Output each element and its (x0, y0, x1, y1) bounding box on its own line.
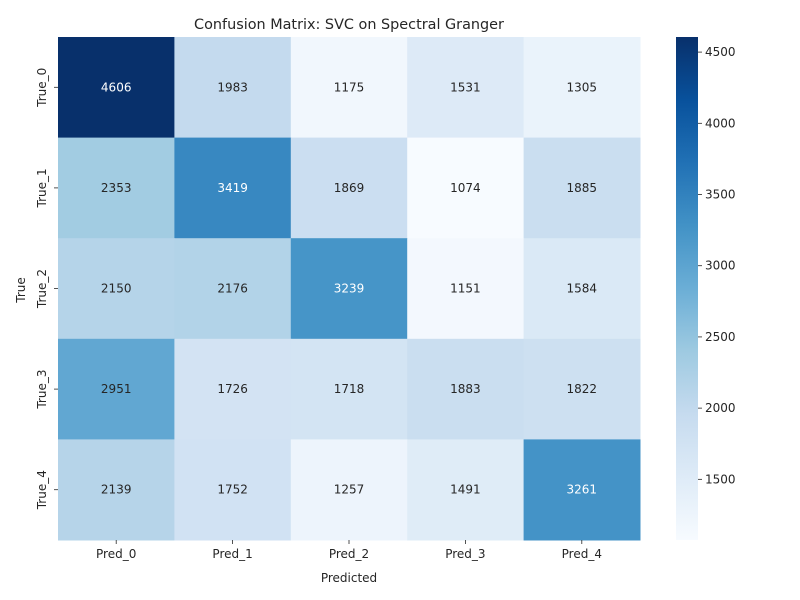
heatmap-cell (407, 338, 525, 440)
cell-value-label: 1718 (334, 382, 365, 396)
colorbar-tick-label: 4000 (705, 116, 736, 130)
colorbar-tick-label: 4500 (705, 45, 736, 59)
heatmap-cell (290, 439, 408, 541)
heatmap-cell (523, 37, 641, 139)
y-axis-label: True (14, 277, 28, 304)
x-axis-label: Predicted (321, 571, 377, 585)
colorbar-tick-label: 3500 (705, 188, 736, 202)
heatmap-cell (58, 439, 175, 541)
colorbar: 1500 2000 2500 3000 3500 4000 4500 (676, 37, 736, 540)
cell-value-label: 1752 (217, 483, 248, 497)
y-tick-label: True_3 (35, 370, 49, 410)
cell-value-label: 1491 (450, 483, 481, 497)
heatmap-cell (58, 238, 175, 340)
cell-value-label: 1151 (450, 282, 481, 296)
cell-value-label: 3239 (334, 282, 365, 296)
cell-value-label: 1883 (450, 382, 481, 396)
cell-value-label: 2150 (101, 282, 132, 296)
heatmap-cell (174, 439, 292, 541)
cell-value-label: 1726 (217, 382, 248, 396)
heatmap-cell (407, 238, 525, 340)
colorbar-tick-label: 2000 (705, 401, 736, 415)
x-tick-label: Pred_3 (445, 547, 485, 561)
cell-value-label: 4606 (101, 80, 132, 94)
cell-value-label: 1885 (567, 181, 598, 195)
heatmap-cell (58, 338, 175, 440)
heatmap-cell (523, 137, 641, 239)
cell-value-label: 3261 (567, 483, 598, 497)
heatmap-cell (174, 338, 292, 440)
heatmap-cell (58, 137, 175, 239)
cell-value-label: 2176 (217, 282, 248, 296)
chart-title: Confusion Matrix: SVC on Spectral Grange… (194, 17, 504, 33)
cell-value-label: 1822 (567, 382, 598, 396)
cell-value-label: 1074 (450, 181, 481, 195)
y-tick-label: True_1 (35, 168, 49, 208)
y-tick-label: True_2 (35, 269, 49, 309)
colorbar-gradient (676, 37, 698, 540)
colorbar-tick-label: 3000 (705, 259, 736, 273)
heatmap-cell (174, 238, 292, 340)
cell-value-label: 1983 (217, 80, 248, 94)
cell-value-label: 2951 (101, 382, 132, 396)
cell-value-label: 1257 (334, 483, 365, 497)
heatmap-cell (174, 137, 292, 239)
heatmap-cell (290, 137, 408, 239)
x-axis-ticks: Pred_0 Pred_1 Pred_2 Pred_3 Pred_4 (96, 540, 602, 561)
y-tick-label: True_0 (35, 68, 49, 108)
heatmap-cell (523, 439, 641, 541)
colorbar-tick-label: 2500 (705, 330, 736, 344)
cell-value-label: 2353 (101, 181, 132, 195)
x-tick-label: Pred_2 (329, 547, 369, 561)
heatmap-cell (407, 137, 525, 239)
heatmap-cells: 4606 1983 1175 1531 1305 2353 3419 1869 1074 1885… (58, 37, 641, 541)
heatmap-cell (523, 238, 641, 340)
cell-value-label: 1531 (450, 80, 481, 94)
cell-value-label: 2139 (101, 483, 132, 497)
cell-value-label: 1869 (334, 181, 365, 195)
cell-value-label: 1584 (567, 282, 598, 296)
heatmap-cell (290, 338, 408, 440)
colorbar-tick-label: 1500 (705, 472, 736, 486)
heatmap-cell (523, 338, 641, 440)
x-tick-label: Pred_1 (212, 547, 252, 561)
cell-value-label: 1305 (567, 80, 598, 94)
y-tick-label: True_4 (35, 470, 49, 510)
heatmap-cell (407, 439, 525, 541)
heatmap-cell (407, 37, 525, 139)
x-tick-label: Pred_4 (562, 547, 602, 561)
y-axis-ticks: True_0 True_1 True_2 True_3 True_4 (35, 68, 58, 510)
cell-value-label: 1175 (334, 80, 365, 94)
heatmap-cell (58, 37, 175, 139)
heatmap-cell (290, 37, 408, 139)
heatmap-cell (290, 238, 408, 340)
cell-value-label: 3419 (217, 181, 248, 195)
heatmap-cell (174, 37, 292, 139)
x-tick-label: Pred_0 (96, 547, 136, 561)
